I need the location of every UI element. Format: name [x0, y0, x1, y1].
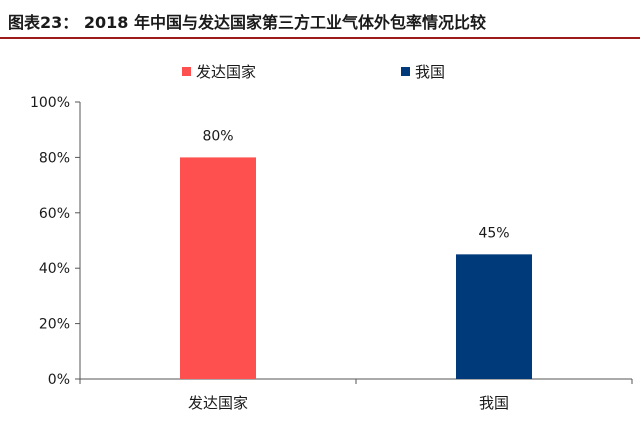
legend-swatch: [401, 67, 410, 76]
legend-label: 发达国家: [196, 63, 256, 81]
x-category-label: 我国: [479, 394, 509, 412]
y-tick-label: 80%: [39, 150, 70, 166]
legend-label: 我国: [415, 63, 445, 81]
bar: [456, 254, 532, 379]
data-label: 80%: [202, 128, 233, 144]
bars: [180, 157, 532, 379]
bar: [180, 157, 256, 379]
axes: 0% 20% 40% 60% 80% 100% 发达国家 我国: [30, 95, 633, 412]
y-tick-label: 0%: [48, 372, 70, 388]
legend-swatch: [182, 67, 191, 76]
title-underline: [0, 37, 640, 39]
y-tick-label: 40%: [39, 261, 70, 277]
y-tick-label: 60%: [39, 206, 70, 222]
data-label: 45%: [478, 225, 509, 241]
legend: 发达国家 我国: [182, 63, 445, 81]
data-labels: 80% 45%: [202, 128, 509, 241]
y-tick-label: 100%: [30, 95, 70, 111]
y-tick-label: 20%: [39, 317, 70, 333]
x-category-label: 发达国家: [188, 394, 248, 412]
chart-title: 图表23： 2018 年中国与发达国家第三方工业气体外包率情况比较: [8, 13, 486, 32]
